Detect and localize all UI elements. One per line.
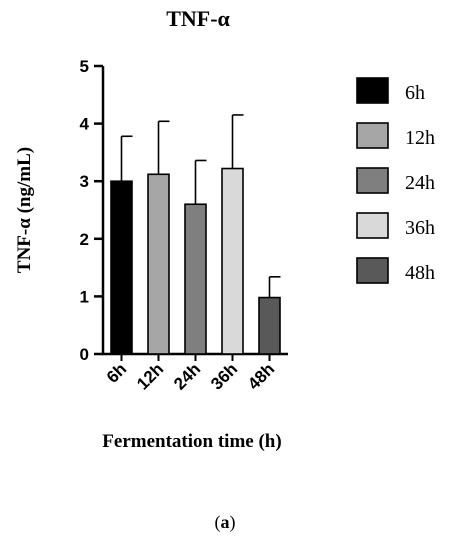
caption-letter: a	[221, 512, 230, 532]
bar-36h	[221, 167, 244, 355]
x-tick-label-48h: 48h	[244, 359, 278, 393]
x-tick-label-24h: 24h	[170, 359, 204, 393]
x-axis-label: Fermentation time (h)	[102, 431, 281, 452]
legend-swatch-6h	[356, 77, 389, 104]
y-tick-label-5: 5	[80, 57, 89, 76]
caption-open: (	[215, 512, 221, 533]
y-tick-label-4: 4	[80, 115, 90, 134]
caption-close: )	[230, 512, 236, 533]
y-tick-label-2: 2	[80, 230, 89, 249]
y-tick-label-3: 3	[80, 172, 89, 191]
legend: 6h 12h 24h 36h 48h	[356, 77, 435, 284]
plot-area: 0 1 2 3 4 5 6h 12h 24h 36h 48h	[80, 57, 288, 394]
y-axis-label: TNF-α (ng/mL)	[14, 147, 35, 273]
bar-24h	[184, 203, 207, 355]
x-tick-label-36h: 36h	[207, 359, 241, 393]
y-tick-label-0: 0	[80, 345, 89, 364]
legend-label-36h: 36h	[405, 217, 435, 239]
y-tick-label-1: 1	[80, 287, 89, 306]
legend-label-6h: 6h	[405, 82, 425, 104]
legend-label-24h: 24h	[405, 172, 435, 194]
legend-swatch-24h	[356, 167, 389, 194]
bar-48h	[258, 296, 281, 355]
x-tick-label-6h: 6h	[103, 359, 130, 386]
legend-swatch-36h	[356, 212, 389, 239]
chart-title: TNF-α	[166, 6, 230, 31]
x-tick-label-12h: 12h	[133, 359, 167, 393]
bar-6h	[110, 180, 133, 355]
bar-12h	[147, 173, 170, 355]
legend-swatch-12h	[356, 122, 389, 149]
figure-caption: (a)	[215, 512, 236, 533]
legend-label-48h: 48h	[405, 262, 435, 284]
legend-label-12h: 12h	[405, 127, 435, 149]
legend-swatch-48h	[356, 257, 389, 284]
